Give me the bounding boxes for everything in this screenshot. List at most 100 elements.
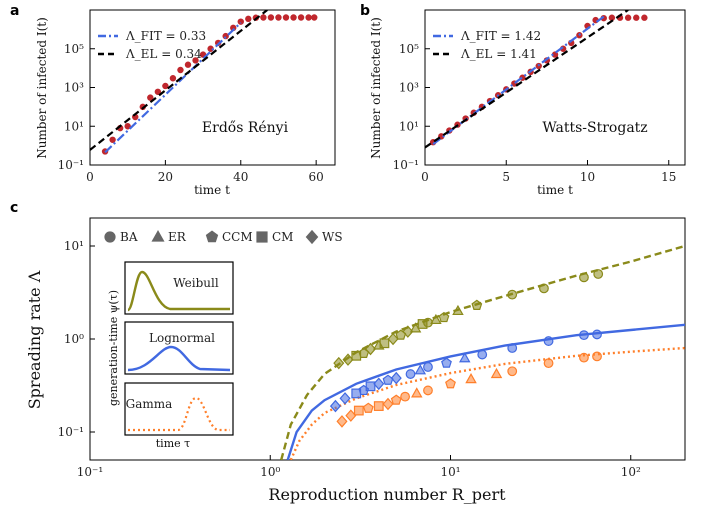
panel-a-xlabel: time t [194, 183, 230, 197]
panel-a-data-point [297, 14, 305, 21]
panel-c-xtick-label: 10⁰ [260, 465, 280, 479]
panel-a-ylabel: Number of infected I(t) [35, 17, 49, 159]
legend-label-ba: BA [120, 230, 138, 244]
panel-c: 10⁻¹ 10⁰ 10¹ 10² 10⁻¹ 10⁰ 10¹ Reproduction num… [25, 217, 686, 504]
panel-c-marker-diamond [390, 371, 402, 385]
panel-b-ytick-label: 10⁵ [399, 42, 419, 56]
panel-c-marker-circle [592, 329, 602, 340]
panel-c-marker-square [379, 338, 390, 349]
panel-a-ytick-label: 10⁻¹ [58, 158, 84, 172]
panel-c-marker-diamond [339, 392, 351, 405]
panel-a-data-point [267, 14, 275, 21]
panel-letter-a: a [10, 3, 19, 19]
legend-circle-icon [104, 231, 116, 243]
inset-weibull: Weibull [124, 261, 234, 315]
panel-c-ytick-label: 10¹ [64, 239, 84, 253]
panel-b-data-point [608, 14, 616, 21]
panel-a-data-point [147, 94, 154, 101]
panel-b-annotation: Watts-Strogatz [542, 120, 647, 136]
panel-c-marker-square [365, 381, 376, 392]
panel-c-marker-circle [507, 343, 518, 353]
inset-gamma: Gamma [124, 382, 234, 436]
panel-c-marker-pentagon [445, 378, 456, 389]
panel-a-data-point [245, 15, 252, 23]
inset-ylabel: generation-time ψ(τ) [107, 290, 120, 406]
panel-a-data-point [260, 14, 267, 21]
panel-c-marker-circle [507, 366, 518, 377]
panel-c-xtick-label: 10¹ [440, 465, 460, 479]
panel-c-marker-circle [592, 351, 602, 362]
panel-a-data-point [290, 14, 297, 21]
panel-c-marker-square [373, 401, 384, 411]
panel-a-data-point [177, 66, 184, 74]
panel-c-marker-pentagon [362, 402, 374, 413]
panel-c-legend: BA ER CCM CM WS [104, 229, 343, 245]
panel-a-data-point [305, 14, 312, 21]
panel-b-xtick-label: 15 [661, 170, 676, 184]
panel-c-marker-circle [477, 349, 488, 360]
panel-c-theory-line [286, 323, 685, 460]
panel-c-marker-circle [507, 289, 518, 300]
panel-c-marker-diamond [333, 356, 345, 370]
panel-b-xlabel: time t [537, 183, 573, 197]
panel-a-xtick-label: 60 [309, 170, 324, 184]
panel-c-marker-diamond [402, 325, 414, 338]
panel-c-theory-line [289, 346, 685, 460]
panel-b-ytick-label: 10³ [399, 81, 419, 95]
inset-weibull-curve [126, 270, 230, 312]
panel-a-legend-el-label: Λ_EL = 0.34 [125, 47, 202, 61]
legend-label-er: ER [168, 230, 187, 244]
panel-a-ytick-label: 10³ [64, 81, 84, 95]
panel-a-line-fit [104, 21, 242, 154]
panel-c-xtick-label: 10² [621, 465, 641, 479]
inset-weibull-box [124, 261, 234, 315]
legend-square-icon [256, 231, 268, 243]
inset-lognormal-label: Lognormal [149, 331, 215, 345]
panel-c-marker-pentagon [441, 357, 452, 368]
panel-c-marker-circle [579, 272, 589, 283]
panel-c-marker-diamond [382, 397, 394, 411]
panel-b-line-el [425, 10, 629, 149]
panel-b-xtick-label: 10 [580, 170, 595, 184]
panel-c-marker-diamond [336, 415, 348, 428]
panel-b-xtick-label: 0 [421, 170, 429, 184]
panel-c-marker-circle [579, 330, 589, 341]
panel-c-marker-diamond [342, 353, 354, 366]
legend-label-cm: CM [272, 230, 293, 244]
panel-c-marker-triangle [430, 313, 442, 325]
panel-letter-c: c [10, 200, 18, 216]
panel-a-data-point [154, 88, 162, 95]
panel-c-ytick-label: 10⁻¹ [58, 425, 84, 439]
panel-a-data-point [275, 14, 282, 21]
panel-c-marker-diamond [387, 332, 399, 346]
legend-pentagon-icon [205, 230, 219, 243]
panel-c-ytick-label: 10⁰ [64, 332, 84, 346]
panel-b-ylabel: Number of infected I(t) [369, 17, 383, 159]
panel-a-xtick-label: 0 [86, 170, 94, 184]
inset-lognormal: Lognormal [124, 321, 234, 375]
panel-a-data-point [192, 57, 199, 64]
inset-gamma-box [124, 382, 234, 436]
panel-c-xtick-label: 10⁻¹ [77, 465, 103, 479]
panel-c-marker-triangle [465, 372, 477, 384]
panel-a-data-point [162, 82, 169, 90]
panel-c-marker-circle [543, 336, 554, 346]
panel-c-marker-circle [400, 391, 411, 402]
panel-c-marker-pentagon [438, 311, 450, 323]
panel-c-marker-pentagon [382, 374, 394, 385]
panel-c-marker-circle [423, 362, 433, 372]
panel-b-legend: Λ_FIT = 1.42 Λ_EL = 1.41 [433, 29, 541, 61]
panel-a-data-point [109, 136, 116, 143]
panel-b-data-point [641, 14, 648, 21]
panel-c-marker-circle [593, 269, 604, 279]
panel-c-ylabel: Spreading rate Λ [25, 270, 44, 409]
panel-b-legend-el-label: Λ_EL = 1.41 [460, 47, 537, 61]
panel-a-line-el [90, 10, 268, 151]
panel-a-ytick-label: 10¹ [64, 119, 84, 133]
panel-b-ytick-label: 10⁻¹ [393, 158, 419, 172]
panel-c-marker-triangle [452, 304, 464, 316]
legend-label-ccm: CCM [222, 230, 253, 244]
panel-a-xtick-label: 20 [158, 170, 173, 184]
inset-lognormal-curve [127, 345, 231, 372]
